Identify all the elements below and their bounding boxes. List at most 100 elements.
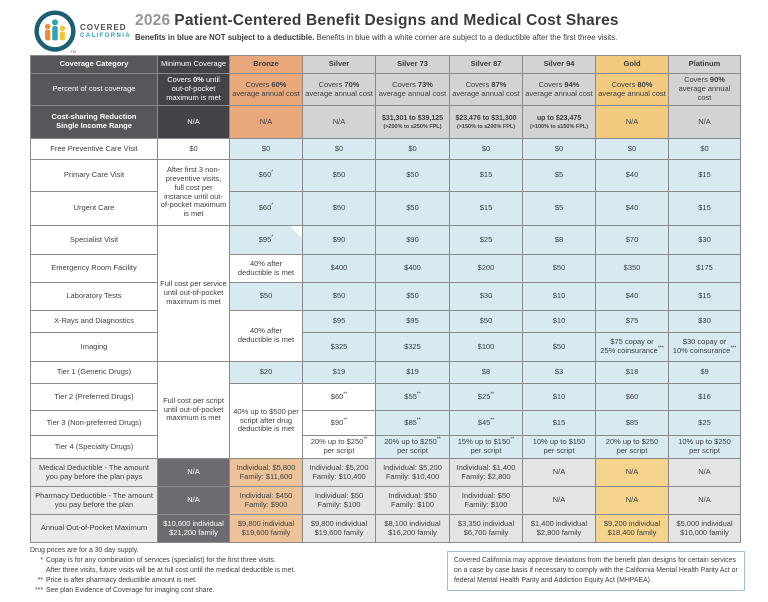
cell-er-gold: $350: [595, 254, 669, 283]
cell-xray-s73: $95: [375, 310, 450, 333]
cell-medded-min: N/A: [157, 458, 230, 487]
col-header-silver: Silver: [302, 55, 376, 74]
cell-primary-platinum: $15: [668, 159, 741, 192]
col-header-bronze: Bronze: [229, 55, 303, 74]
title-text: Patient-Centered Benefit Designs and Med…: [174, 12, 619, 29]
cell-tier1-gold: $18: [595, 361, 669, 384]
cell-primary-s94: $5: [522, 159, 596, 192]
cell-percent-min: Covers 0% until out-of-pocket maximum is…: [157, 73, 230, 106]
cell-percent-s94: Covers 94% average annual cost: [522, 73, 596, 106]
cell-specialist-s87: $25: [449, 225, 523, 255]
cell-pharmded-platinum: N/A: [668, 486, 741, 515]
benefits-table: Coverage Category Minimum Coverage Bronz…: [30, 55, 741, 543]
cell-er-s87: $200: [449, 254, 523, 283]
footnote-intro: Drug prices are for a 30 day supply.: [30, 547, 139, 554]
cell-medded-s94: N/A: [522, 458, 596, 487]
cell-lab-bronze: $50: [229, 282, 303, 311]
row-label-tier2: Tier 2 (Preferred Drugs): [30, 383, 158, 411]
table-row: Tier 2 (Preferred Drugs) 40% up to $500 …: [30, 383, 741, 459]
cell-medded-gold: N/A: [595, 458, 669, 487]
cell-tier1-s87: $8: [449, 361, 523, 384]
table-row: Medical Deductible - The amount you pay …: [30, 458, 741, 487]
cell-imaging-platinum: $30 copay or 10% coinsurance***: [668, 332, 741, 362]
cell-specialist-s73: $90: [375, 225, 450, 255]
cell-er-s94: $50: [522, 254, 596, 283]
cell-imaging-s94: $50: [522, 332, 596, 362]
cell-oop-gold: $9,200 individual $18,400 family: [595, 514, 669, 543]
cell-percent-s87: Covers 87% average annual cost: [449, 73, 523, 106]
footnotes: Drug prices are for a 30 day supply. * Co…: [30, 546, 295, 596]
cell-tier1-platinum: $9: [668, 361, 741, 384]
row-label-urgent-care: Urgent Care: [30, 191, 158, 226]
cell-freeprev-bronze: $0: [229, 138, 303, 160]
cell-tier3-s87: $45**: [449, 410, 523, 436]
cell-xray-silver: $95: [302, 310, 376, 333]
cell-primary-bronze: $60*: [229, 159, 303, 192]
cell-er-s73: $400: [375, 254, 450, 283]
cell-urgent-s87: $15: [449, 191, 523, 226]
row-label-medical-deductible: Medical Deductible - The amount you pay …: [30, 458, 158, 487]
cell-min-after3-merged: After first 3 non-preventive visits, ful…: [157, 159, 230, 226]
cell-tier2-s94: $10: [522, 383, 596, 411]
covered-california-logo: TM COVERED CALIFORNIA: [33, 9, 133, 55]
percent-coverage-row: Percent of cost coverage Covers 0% until…: [30, 73, 741, 106]
cell-pharmded-s73: Individual: $50 Family: $100: [375, 486, 450, 515]
csr-income-row: Cost-sharing Reduction Single Income Rang…: [30, 105, 741, 139]
cell-min-full-script-merged: Full cost per script until out-of-pocket…: [157, 361, 230, 459]
cell-urgent-silver: $50: [302, 191, 376, 226]
table-row: Urgent Care $60* $50 $50 $15 $5 $40 $15: [30, 191, 741, 226]
row-label-imaging: Imaging: [30, 332, 158, 362]
title-block: 2026 Patient-Centered Benefit Designs and…: [135, 9, 619, 42]
row-label-free-preventive: Free Preventive Care Visit: [30, 138, 158, 160]
cell-freeprev-silver: $0: [302, 138, 376, 160]
row-label-primary-care: Primary Care Visit: [30, 159, 158, 192]
cell-tier2-silver: $60**: [302, 383, 376, 411]
cell-freeprev-gold: $0: [595, 138, 669, 160]
cell-tier2-s73: $55**: [375, 383, 450, 411]
table-row: Annual Out-of-Pocket Maximum $10,600 ind…: [30, 514, 741, 543]
row-label-percent-coverage: Percent of cost coverage: [30, 73, 158, 106]
cell-freeprev-min: $0: [157, 138, 230, 160]
table-row: Free Preventive Care Visit $0 $0 $0 $0 $…: [30, 138, 741, 160]
header-row: Coverage Category Minimum Coverage Bronz…: [30, 55, 741, 74]
cell-urgent-gold: $40: [595, 191, 669, 226]
covered-california-logo-text: COVERED CALIFORNIA: [80, 23, 131, 39]
cell-urgent-s73: $50: [375, 191, 450, 226]
cell-medded-bronze: Individual: $5,800 Family: $11,600: [229, 458, 303, 487]
cell-min-full-service-merged: Full cost per service until out-of-pocke…: [157, 225, 230, 362]
cell-specialist-s94: $8: [522, 225, 596, 255]
page-title: 2026 Patient-Centered Benefit Designs and…: [135, 12, 619, 30]
cell-xray-s94: $10: [522, 310, 596, 333]
cell-medded-platinum: N/A: [668, 458, 741, 487]
cell-primary-s73: $50: [375, 159, 450, 192]
cell-csr-s73: $31,301 to $39,125 (>200% to ≤250% FPL): [375, 105, 450, 139]
cell-freeprev-platinum: $0: [668, 138, 741, 160]
cell-csr-bronze: N/A: [229, 105, 303, 139]
footnote-item: *** See plan Evidence of Coverage for ima…: [34, 587, 215, 594]
footnote-item: After three visits, future visits will b…: [46, 567, 296, 574]
cell-tier2-gold: $60: [595, 383, 669, 411]
row-label-tier3: Tier 3 (Non-preferred Drugs): [30, 410, 158, 436]
cell-tier4-s73: 20% up to $250** per script: [375, 435, 450, 459]
col-header-minimum-coverage: Minimum Coverage: [157, 55, 230, 74]
cell-urgent-bronze: $60*: [229, 191, 303, 226]
row-label-csr-income: Cost-sharing Reduction Single Income Rang…: [30, 105, 158, 139]
cell-percent-bronze: Covers 60% average annual cost: [229, 73, 303, 106]
cell-tier3-platinum: $25: [668, 410, 741, 436]
disclaimer-box: Covered California may approve deviation…: [447, 551, 745, 591]
table-row: Tier 3 (Non-preferred Drugs) $90** $85**…: [30, 410, 741, 436]
covered-california-logo-icon: TM: [34, 10, 76, 54]
cell-percent-s73: Covers 73% average annual cost: [375, 73, 450, 106]
col-header-gold: Gold: [595, 55, 669, 74]
cell-tier3-s73: $85**: [375, 410, 450, 436]
cell-medded-s87: Individual: $1,400 Family: $2,800: [449, 458, 523, 487]
cell-tier3-gold: $85: [595, 410, 669, 436]
title-year: 2026: [135, 12, 171, 29]
cell-specialist-bronze: $95*: [229, 225, 303, 255]
col-header-silver-73: Silver 73: [375, 55, 450, 74]
cell-tier2-platinum: $16: [668, 383, 741, 411]
cell-specialist-platinum: $30: [668, 225, 741, 255]
cell-primary-gold: $40: [595, 159, 669, 192]
cell-urgent-s94: $5: [522, 191, 596, 226]
cell-tier4-platinum: 10% up to $250 per script: [668, 435, 741, 459]
